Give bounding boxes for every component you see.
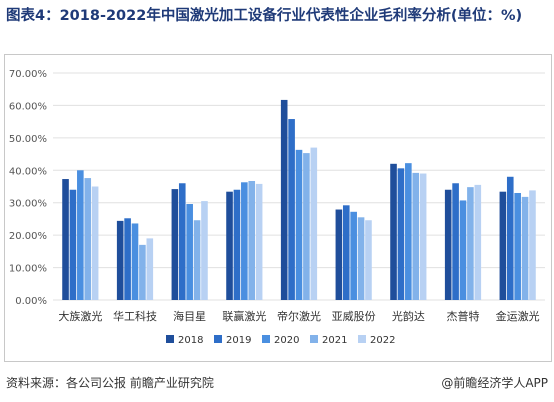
bar (499, 191, 507, 300)
bar (171, 189, 179, 300)
y-tick-label: 50.00% (9, 134, 47, 145)
x-tick-label: 杰普特 (447, 309, 480, 323)
bar (77, 170, 84, 300)
bar (131, 223, 139, 300)
bar (139, 244, 146, 300)
bar (459, 200, 467, 300)
bar (419, 173, 427, 300)
x-tick-label: 光韵达 (392, 309, 425, 323)
brand-credit: @前瞻经济学人APP (441, 376, 548, 390)
bar (390, 163, 397, 300)
chart-area: 0.00% 10.00% 20.00% 30.00% 40.00% 50.00% 60.00… (4, 54, 552, 362)
x-tick-label: 金运激光 (496, 309, 540, 323)
y-tick-label: 30.00% (9, 199, 47, 210)
y-tick-label: 40.00% (9, 166, 47, 177)
legend-swatch (262, 335, 270, 343)
bar (335, 209, 343, 300)
bar (146, 238, 154, 300)
legend-swatch (310, 335, 318, 343)
bar (521, 196, 529, 300)
legend-label: 2021 (322, 335, 347, 346)
legend-swatch (166, 335, 174, 343)
y-tick-label: 20.00% (9, 231, 47, 242)
bar (342, 205, 350, 300)
bar (233, 189, 241, 300)
bar (474, 184, 482, 300)
bar (124, 218, 131, 300)
bar (178, 183, 186, 300)
bar (310, 147, 318, 300)
legend-label: 2022 (370, 335, 395, 346)
bar (201, 201, 208, 300)
y-tick-label: 0.00% (15, 296, 47, 307)
x-tick-label: 海目星 (173, 309, 206, 323)
x-tick-label: 亚威股份 (332, 310, 376, 323)
bar (350, 211, 357, 300)
source-note: 资料来源：各公司公报 前瞻产业研究院 (6, 376, 214, 390)
x-tick-label: 帝尔激光 (277, 309, 321, 323)
bar (241, 182, 248, 300)
bar (91, 186, 99, 300)
bar (116, 220, 124, 300)
bar (295, 149, 303, 300)
bar (303, 153, 310, 300)
bar (357, 217, 365, 300)
legend-label: 2020 (274, 335, 299, 346)
bar (288, 119, 295, 300)
bar (452, 183, 459, 300)
x-tick-label: 联赢激光 (222, 309, 266, 323)
bar (280, 99, 288, 300)
y-tick-label: 60.00% (9, 101, 47, 112)
legend-label: 2018 (178, 335, 203, 346)
legend-swatch (214, 335, 222, 343)
bar (467, 187, 474, 300)
chart-title: 图表4：2018-2022年中国激光加工设备行业代表性企业毛利率分析(单位：%) (6, 8, 523, 24)
y-tick-label: 10.00% (9, 264, 47, 275)
bar (62, 179, 69, 300)
y-tick-label: 70.00% (9, 69, 47, 80)
bar (226, 191, 233, 300)
bar (506, 176, 514, 300)
bar (529, 190, 536, 300)
bar (248, 180, 256, 300)
legend-label: 2019 (226, 335, 251, 346)
bar (397, 168, 405, 300)
bar (412, 172, 420, 300)
bar (444, 189, 452, 300)
bar (365, 220, 372, 300)
bar (255, 183, 263, 300)
bar (193, 220, 201, 300)
bar (514, 192, 521, 300)
x-tick-label: 大族激光 (58, 309, 102, 323)
legend-swatch (358, 335, 366, 343)
bar (186, 204, 193, 300)
bar-chart: 0.00% 10.00% 20.00% 30.00% 40.00% 50.00% 60.00… (9, 69, 545, 346)
bar (69, 189, 77, 300)
bar (405, 163, 412, 300)
x-tick-label: 华工科技 (113, 309, 157, 323)
bar (84, 178, 92, 300)
